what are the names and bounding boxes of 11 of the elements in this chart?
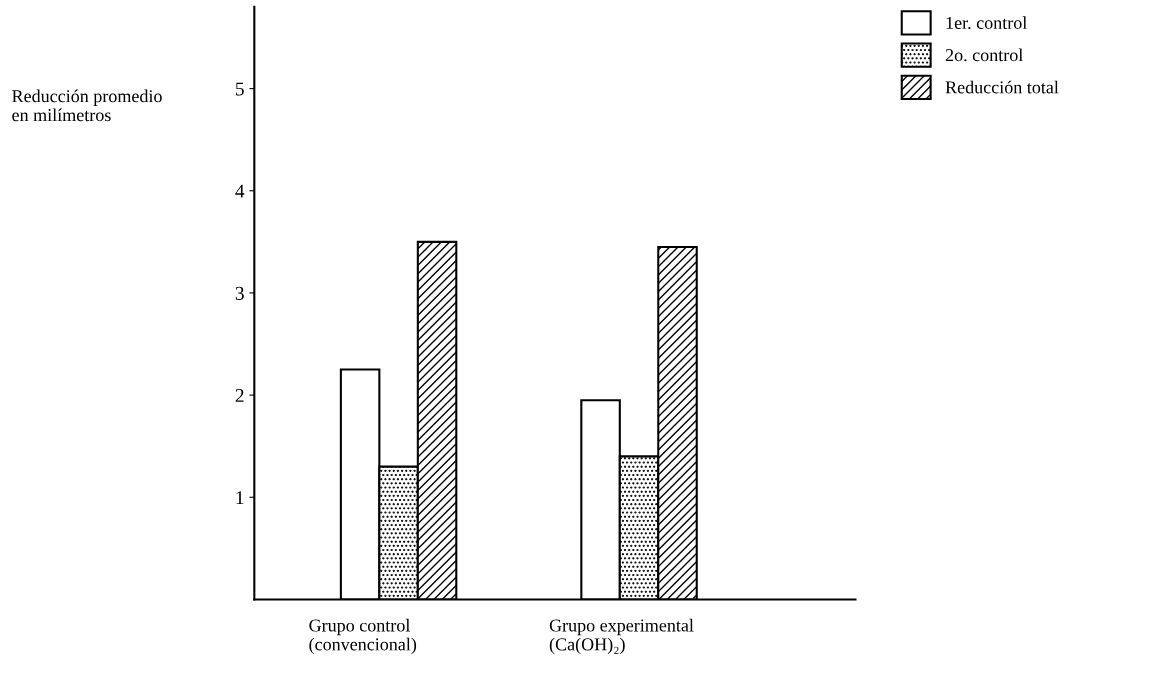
y-tick-label: 4: [235, 184, 245, 198]
y-tick-label: 5: [236, 82, 244, 96]
y-tick-label: 2: [235, 388, 244, 402]
legend-label: 1er. control: [946, 16, 1027, 30]
x-tick-label: Grupo control (convencional): [309, 618, 417, 655]
y-tick-label: 1: [236, 491, 244, 505]
legend-label: 2o. control: [945, 48, 1023, 62]
y-tick-label: 3: [235, 286, 244, 300]
x-tick-label: Grupo experimental (Ca(OH)₂): [549, 618, 694, 655]
legend-label: Reducción total: [945, 80, 1059, 94]
y-axis-title: Reducción promedio en milímetros: [12, 89, 162, 122]
